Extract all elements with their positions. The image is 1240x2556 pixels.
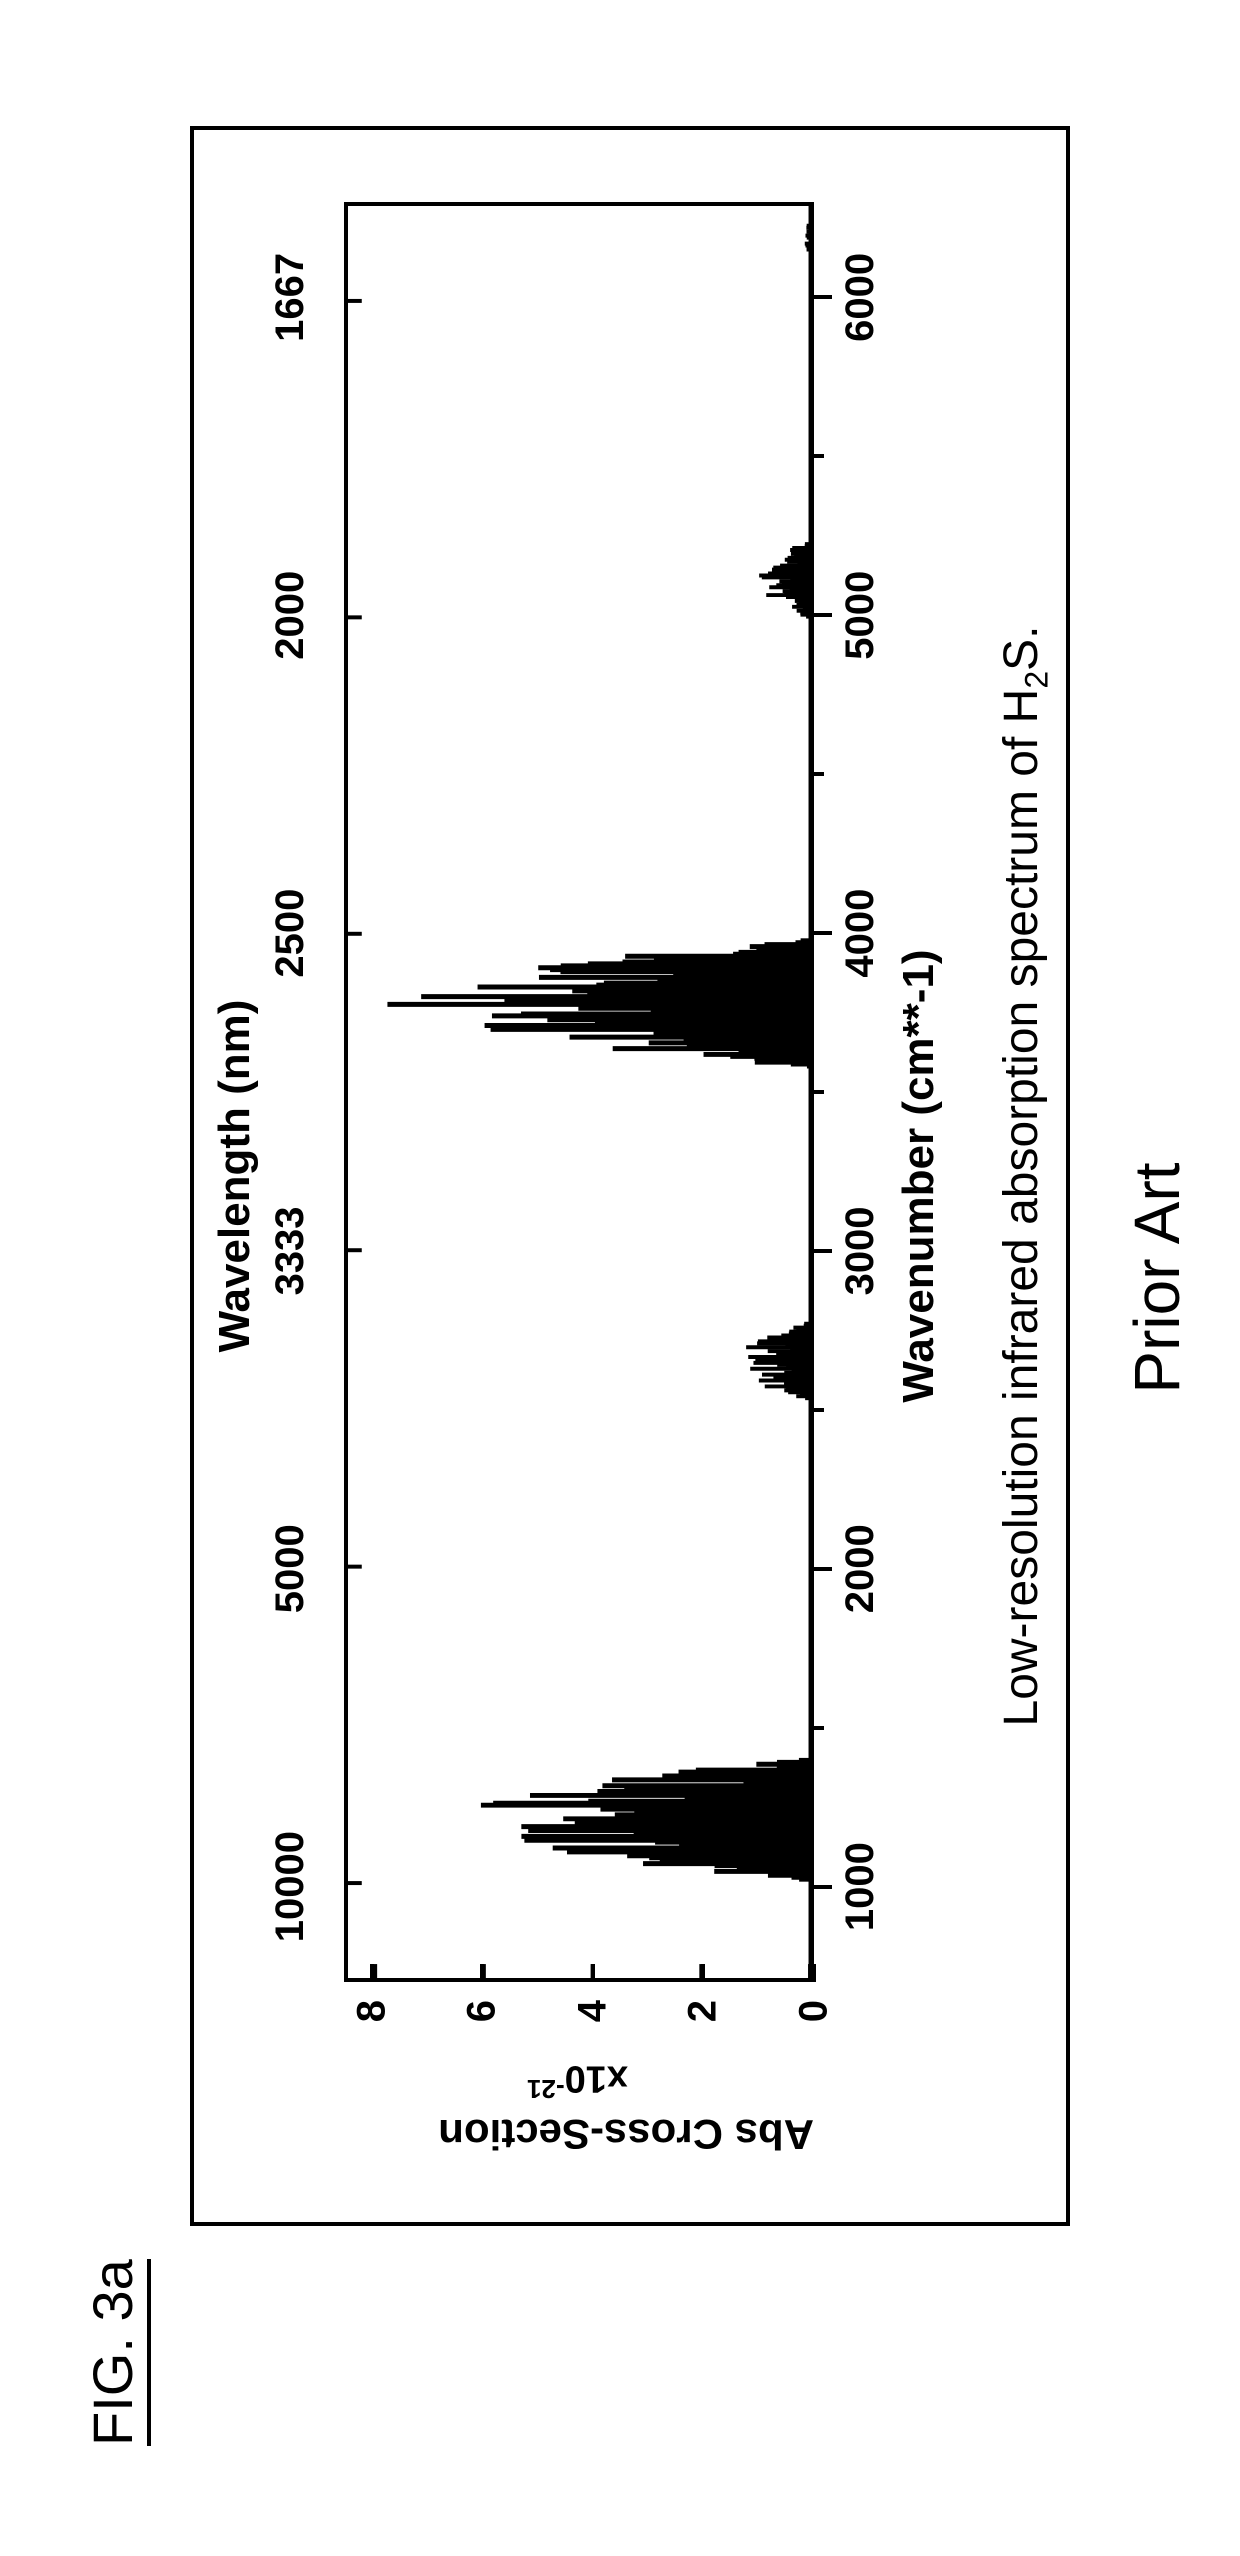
prior-art-label: Prior Art (1120, 0, 1194, 2556)
bottom-tick-label: 2000 (838, 1524, 883, 1613)
top-tick-label: 2500 (268, 889, 313, 978)
bottom-minor-tick (814, 1408, 824, 1412)
bottom-tick-label: 1000 (838, 1842, 883, 1931)
bottom-tick-mark (814, 931, 832, 935)
y-tick-label: 6 (460, 2000, 505, 2022)
y-ticks: 02468 (344, 1982, 814, 2052)
bottom-minor-tick (814, 1090, 824, 1094)
y-tick-label: 2 (681, 2000, 726, 2022)
top-tick-label: 5000 (268, 1524, 313, 1613)
bottom-tick-label: 5000 (838, 571, 883, 660)
top-tick-label: 2000 (268, 571, 313, 660)
y-tick-label: 8 (349, 2000, 394, 2022)
y-tick-label: 0 (792, 2000, 837, 2022)
top-tick-label: 1667 (268, 253, 313, 342)
bottom-tick-label: 6000 (838, 253, 883, 342)
bottom-tick-mark (814, 1885, 832, 1889)
y-tick-mark (591, 1964, 595, 1982)
bottom-ticks: 1000 2000 3000 4000 5000 6000 (814, 202, 894, 1982)
bottom-minor-tick (814, 772, 824, 776)
spectrum-plot (348, 206, 810, 1978)
bottom-tick-mark (814, 1567, 832, 1571)
bottom-tick-label: 4000 (838, 889, 883, 978)
top-tick-label: 10000 (268, 1831, 313, 1942)
bottom-tick-mark (814, 613, 832, 617)
top-ticks: 10000 5000 3333 2500 2000 1667 (268, 202, 344, 1982)
bottom-axis-label: Wavenumber (cm**-1) (894, 949, 944, 1402)
bottom-tick-label: 3000 (838, 1206, 883, 1295)
chart-container: Wavelength (nm) 100005000333325002000166… (190, 126, 1070, 2226)
y-tick-label: 4 (570, 2000, 615, 2022)
figure-label: FIG. 3a (80, 2259, 151, 2446)
plot-area (344, 202, 814, 1982)
y-tick-mark (480, 1964, 484, 1982)
bottom-minor-tick (814, 454, 824, 458)
y-tick-mark (370, 1964, 374, 1982)
top-axis-label: Wavelength (nm) (210, 1000, 260, 1353)
top-tick-label: 3333 (268, 1206, 313, 1295)
bottom-tick-mark (814, 295, 832, 299)
chart-caption: Low-resolution infrared absorption spect… (994, 130, 1056, 2222)
bottom-tick-mark (814, 1249, 832, 1253)
y-axis-unit: x10-21 (527, 2056, 628, 2104)
y-tick-mark (701, 1964, 705, 1982)
y-axis-label: Abs Cross-Section (438, 2110, 814, 2158)
bottom-minor-tick (814, 1726, 824, 1730)
